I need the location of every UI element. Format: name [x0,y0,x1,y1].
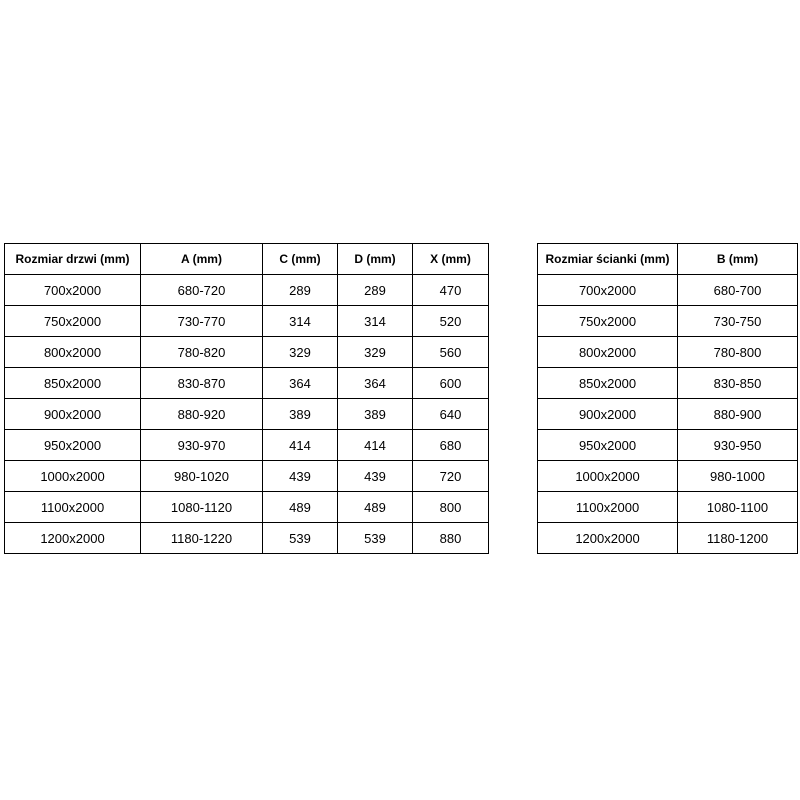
table-cell: 414 [262,429,338,461]
table-cell: 364 [262,367,338,399]
table-cell: 880-900 [677,398,798,430]
table-row: 750x2000 730-750 [537,305,798,337]
table-cell: 750x2000 [537,305,678,337]
table-row: 850x2000 830-870 364 364 600 [4,367,489,399]
table-cell: 289 [262,274,338,306]
table-cell: 680-720 [140,274,263,306]
table-row: 950x2000 930-950 [537,429,798,461]
table-cell: 830-870 [140,367,263,399]
table-cell: 930-970 [140,429,263,461]
table-cell: 1200x2000 [4,522,141,554]
table-cell: 470 [412,274,489,306]
table-row: 900x2000 880-920 389 389 640 [4,398,489,430]
table-cell: 850x2000 [4,367,141,399]
table-cell: 329 [337,336,413,368]
table-row: 700x2000 680-720 289 289 470 [4,274,489,306]
table-row: 900x2000 880-900 [537,398,798,430]
table-cell: 1200x2000 [537,522,678,554]
table-cell: 560 [412,336,489,368]
table-cell: 1100x2000 [4,491,141,523]
table-cell: 439 [337,460,413,492]
table-cell: 850x2000 [537,367,678,399]
table-cell: 414 [337,429,413,461]
table-cell: 680 [412,429,489,461]
table-row: 1000x2000 980-1020 439 439 720 [4,460,489,492]
table-cell: 640 [412,398,489,430]
table-row: 1200x2000 1180-1220 539 539 880 [4,522,489,554]
table-row: 850x2000 830-850 [537,367,798,399]
table-cell: 1080-1100 [677,491,798,523]
column-header: Rozmiar ścianki (mm) [537,243,678,275]
table-cell: 389 [262,398,338,430]
table-row: 1100x2000 1080-1120 489 489 800 [4,491,489,523]
table-cell: 289 [337,274,413,306]
column-header: D (mm) [337,243,413,275]
column-header: C (mm) [262,243,338,275]
column-header: B (mm) [677,243,798,275]
table-cell: 880-920 [140,398,263,430]
table-cell: 1080-1120 [140,491,263,523]
table-row: 750x2000 730-770 314 314 520 [4,305,489,337]
table-cell: 389 [337,398,413,430]
table-cell: 1180-1200 [677,522,798,554]
table-cell: 930-950 [677,429,798,461]
table-row: 800x2000 780-820 329 329 560 [4,336,489,368]
table-cell: 539 [262,522,338,554]
table-cell: 1180-1220 [140,522,263,554]
table-cell: 830-850 [677,367,798,399]
table-cell: 980-1000 [677,460,798,492]
table-cell: 700x2000 [4,274,141,306]
table-row: 1000x2000 980-1000 [537,460,798,492]
table-cell: 730-770 [140,305,263,337]
column-header: A (mm) [140,243,263,275]
table-cell: 980-1020 [140,460,263,492]
table-cell: 520 [412,305,489,337]
table-cell: 600 [412,367,489,399]
table-cell: 489 [337,491,413,523]
table-cell: 800 [412,491,489,523]
table-cell: 1000x2000 [537,460,678,492]
table-row: 950x2000 930-970 414 414 680 [4,429,489,461]
table-cell: 780-800 [677,336,798,368]
table-cell: 880 [412,522,489,554]
table-cell: 489 [262,491,338,523]
table-cell: 364 [337,367,413,399]
table-cell: 439 [262,460,338,492]
column-header: X (mm) [412,243,489,275]
table-cell: 950x2000 [537,429,678,461]
table-row: 700x2000 680-700 [537,274,798,306]
table-cell: 680-700 [677,274,798,306]
table-cell: 800x2000 [537,336,678,368]
table-cell: 800x2000 [4,336,141,368]
table-row: 800x2000 780-800 [537,336,798,368]
table-cell: 329 [262,336,338,368]
door-dimensions-table: Rozmiar drzwi (mm) A (mm) C (mm) D (mm) X (m… [4,243,489,554]
table-cell: 780-820 [140,336,263,368]
table-cell: 539 [337,522,413,554]
wall-dimensions-table: Rozmiar ścianki (mm) B (mm) 700x2000 680-7… [537,243,798,554]
table-cell: 950x2000 [4,429,141,461]
column-header: Rozmiar drzwi (mm) [4,243,141,275]
table-row: 1100x2000 1080-1100 [537,491,798,523]
table-cell: 900x2000 [537,398,678,430]
wall-table-header-row: Rozmiar ścianki (mm) B (mm) [537,243,798,275]
table-cell: 1100x2000 [537,491,678,523]
table-cell: 700x2000 [537,274,678,306]
table-row: 1200x2000 1180-1200 [537,522,798,554]
table-cell: 750x2000 [4,305,141,337]
table-cell: 900x2000 [4,398,141,430]
table-cell: 314 [262,305,338,337]
table-cell: 314 [337,305,413,337]
table-cell: 1000x2000 [4,460,141,492]
door-table-header-row: Rozmiar drzwi (mm) A (mm) C (mm) D (mm) X (m… [4,243,489,275]
table-cell: 730-750 [677,305,798,337]
table-cell: 720 [412,460,489,492]
